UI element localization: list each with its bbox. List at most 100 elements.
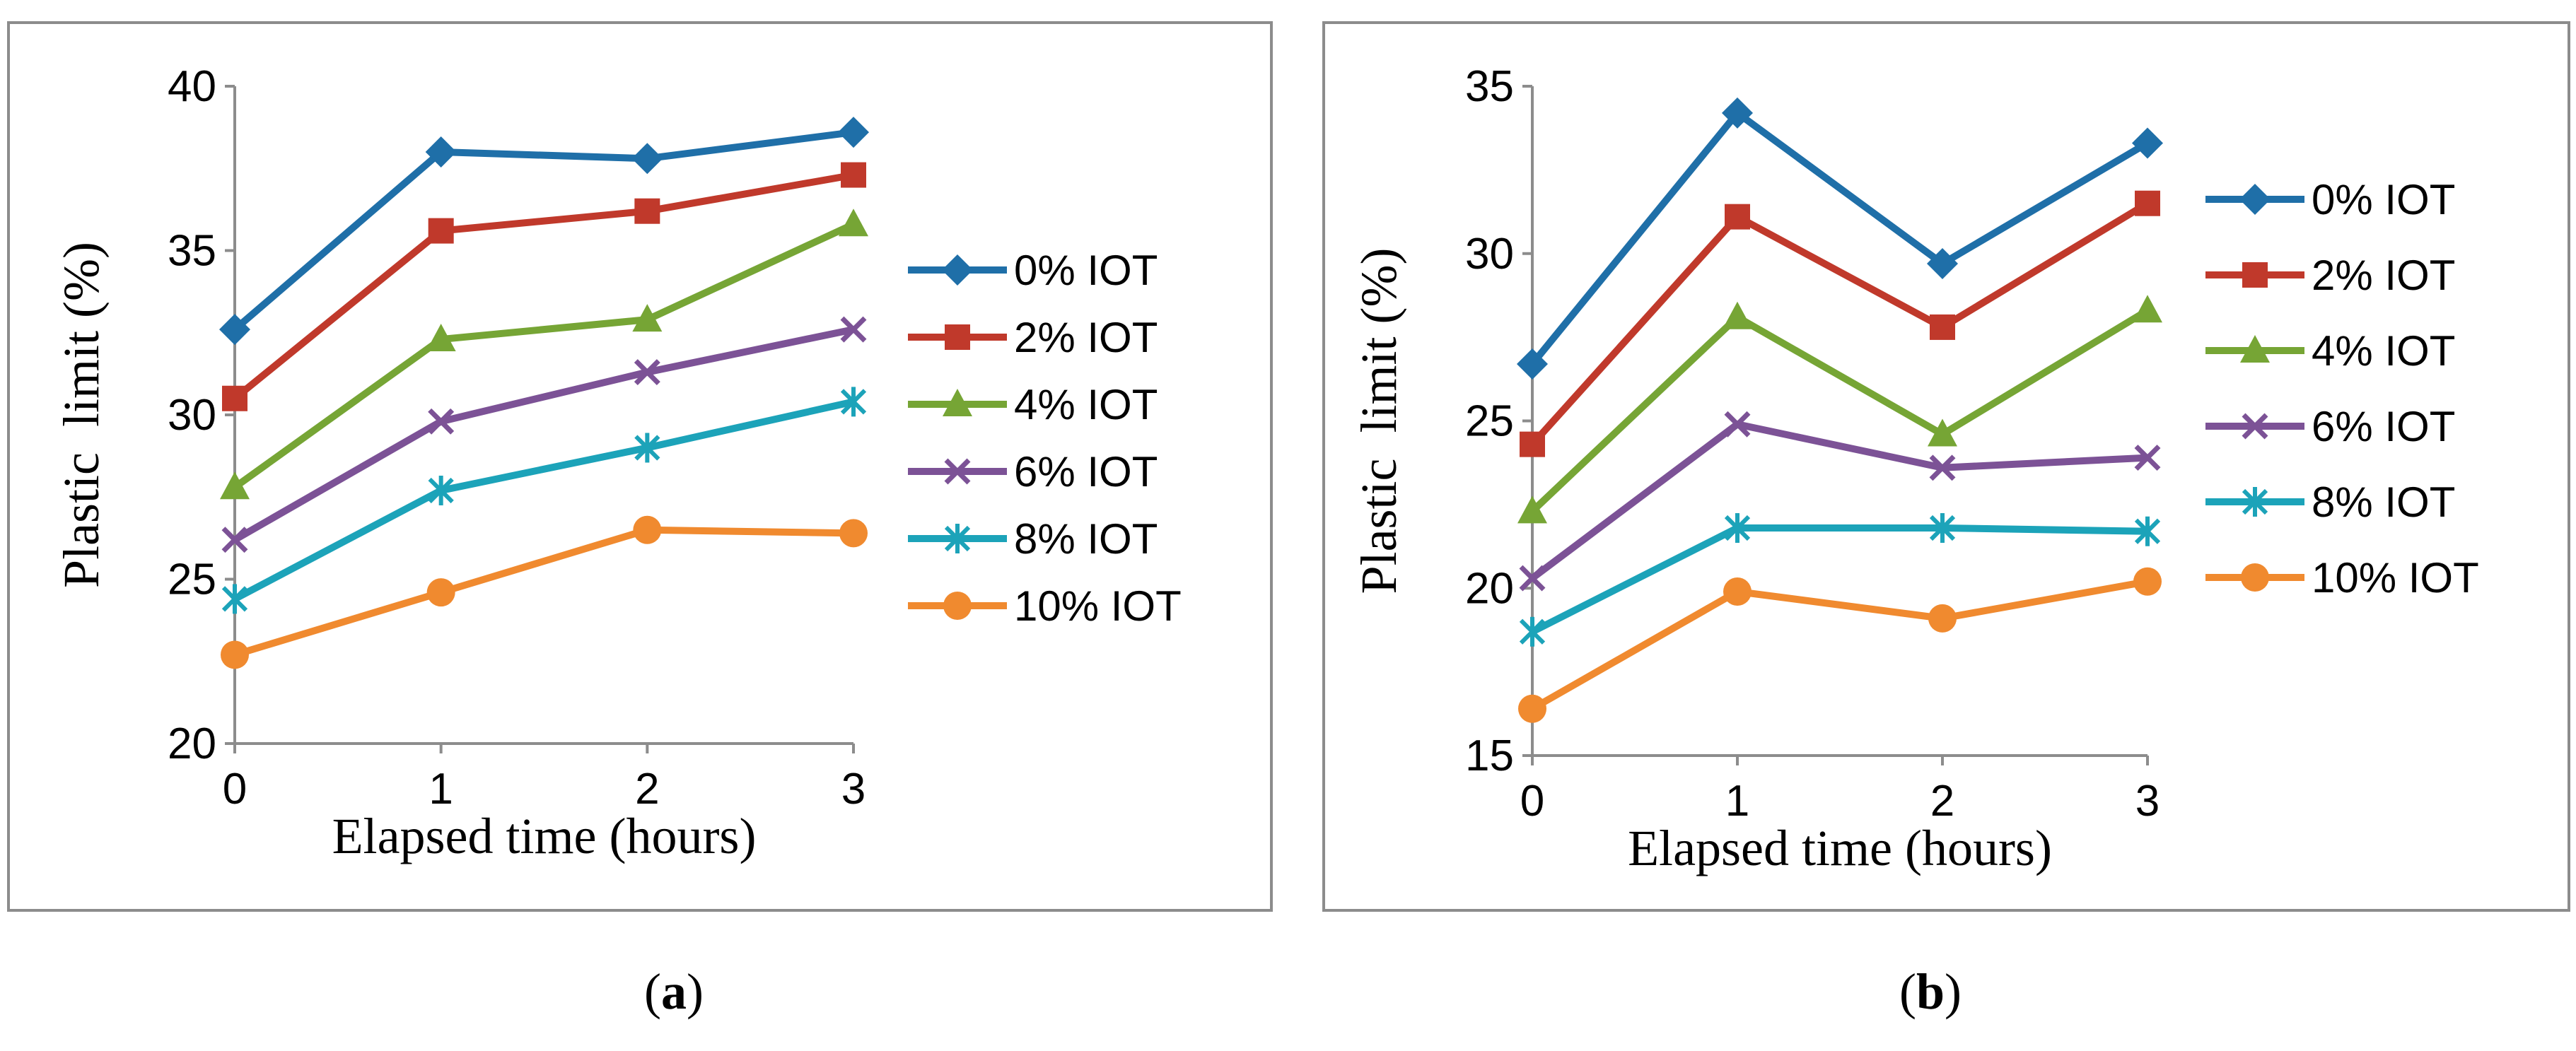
chart-a-legend-marker-3: [944, 458, 971, 485]
chart-b-series-4-point-0: [1519, 616, 1546, 647]
chart-b-series-3-point-0-stroke-2: [1519, 565, 1546, 592]
chart-b-legend-label-2: 4% IOT: [2312, 327, 2455, 375]
chart-a-series-1-point-2: [634, 198, 660, 224]
chart-b-x-tick-label-0: 0: [1520, 777, 1544, 826]
chart-b-series-1-point-1: [1725, 204, 1750, 230]
chart-a-svg: 20 25 30 35 40 0 1 2 3 Elapsed time (hours) Plasti…: [53, 62, 1182, 864]
chart-b-series-3: [1519, 411, 2161, 592]
chart-a-legend-item-3: 6% IOT: [908, 448, 1158, 495]
chart-b-series-0-point-1: [1722, 97, 1753, 129]
chart-a-series-5-point-0: [221, 640, 249, 669]
caption-a: (a): [644, 963, 704, 1020]
chart-a-legend-label-4: 8% IOT: [1014, 515, 1158, 563]
chart-b-legend-marker-4: [2242, 487, 2268, 517]
chart-b-series-3-point-1: [1724, 411, 1751, 438]
chart-a-series-2-point-3: [839, 209, 868, 237]
chart-b-series-line-1: [1529, 200, 2150, 447]
chart-b-series-5-point-0: [1518, 694, 1546, 723]
chart-b-series-0: [1517, 97, 2163, 380]
chart-a-legend-marker-3-stroke-2: [944, 458, 971, 485]
chart-b-x-tick-label-3: 3: [2135, 777, 2160, 826]
chart-a-legend-label-2: 4% IOT: [1014, 381, 1158, 428]
chart-b-series-line-0: [1529, 109, 2150, 367]
chart-panel-b: 15 20 25 30 35 0 1 2 3 Elapsed time (hours) Plasti…: [1322, 21, 2570, 912]
chart-b-legend-marker-1: [2242, 262, 2268, 288]
chart-b-legend-marker-5: [2241, 563, 2269, 592]
chart-a-series-line-3: [233, 326, 855, 544]
chart-b-series-3-point-3: [2134, 445, 2161, 471]
chart-a-series-0-point-2: [631, 143, 663, 175]
chart-a-legend-marker-2: [943, 389, 972, 416]
chart-b-series-4-point-3: [2134, 516, 2161, 546]
chart-a-legend-marker-1: [945, 324, 970, 350]
chart-b-series-1: [1520, 190, 2160, 457]
chart-a-legend-item-2: 4% IOT: [908, 381, 1158, 428]
chart-a-series-2-point-0: [220, 471, 250, 500]
chart-a-legend-label-5: 10% IOT: [1014, 582, 1182, 630]
chart-a-series-1-point-0: [222, 385, 247, 411]
chart-b-legend-item-3: 6% IOT: [2205, 403, 2455, 450]
chart-a-series-line-1: [232, 171, 854, 401]
chart-a-y-tick-label-20: 20: [168, 720, 216, 768]
chart-b-legend-item-1: 2% IOT: [2205, 252, 2455, 299]
chart-b-legend-item-4: 8% IOT: [2205, 478, 2455, 526]
chart-a-legend-marker-5: [943, 592, 972, 620]
chart-a-legend-item-5: 10% IOT: [908, 582, 1182, 630]
chart-b-y-tick-label-20: 20: [1465, 564, 1514, 613]
chart-b-series-line-4: [1530, 524, 2148, 635]
chart-a-series-4-point-3: [840, 387, 867, 417]
chart-a-series-line-2: [233, 221, 856, 491]
chart-a-series-3-point-3: [840, 316, 867, 343]
chart-b-svg: 15 20 25 30 35 0 1 2 3 Elapsed time (hours) Plasti…: [1351, 62, 2479, 876]
chart-a-series-2-point-1: [426, 324, 456, 352]
chart-b-series-1-point-0: [1520, 431, 1545, 457]
chart-a-series-3-point-1-stroke-2: [428, 408, 455, 435]
chart-a-series-5-point-1: [426, 578, 455, 607]
chart-b-series-2-point-2: [1928, 418, 1957, 447]
chart-b-series-1-point-3: [2135, 190, 2160, 216]
chart-a-series-5-point-3: [839, 519, 868, 548]
chart-a-series-4-point-1: [428, 475, 454, 505]
chart-a-x-tick-label-1: 1: [429, 765, 453, 814]
chart-b-y-tick-label-30: 30: [1465, 230, 1514, 278]
caption-a-label: a: [661, 963, 687, 1020]
chart-b-series-line-5: [1530, 577, 2148, 712]
chart-b-series-line-2: [1529, 307, 2150, 514]
chart-a-legend-item-1: 2% IOT: [908, 314, 1158, 361]
chart-b-x-tick-label-1: 1: [1725, 777, 1749, 826]
chart-a-x-tick-label-0: 0: [223, 765, 247, 814]
chart-a-series-1-point-3: [841, 162, 866, 188]
chart-a-legend-marker-0: [942, 254, 973, 286]
chart-b-series-5-point-2: [1928, 604, 1957, 633]
chart-a-series-2: [220, 209, 868, 500]
chart-a-series-3-point-2: [634, 359, 660, 386]
chart-a-y-tick-label-25: 25: [168, 556, 216, 604]
chart-b-y-tick-label-35: 35: [1465, 62, 1514, 111]
chart-a-legend-label-1: 2% IOT: [1014, 314, 1158, 361]
chart-a-series-1: [222, 162, 866, 411]
chart-b-series-3-point-0: [1519, 565, 1546, 592]
chart-b-legend-label-0: 0% IOT: [2312, 176, 2455, 223]
chart-b-legend-label-5: 10% IOT: [2312, 554, 2479, 601]
chart-b-series-0-point-2: [1927, 247, 1958, 279]
chart-b-y-axis-title: Plastic limit (%): [1351, 248, 1407, 594]
chart-b-y-tick-label-25: 25: [1465, 397, 1514, 446]
chart-a-x-tick-label-3: 3: [841, 765, 866, 814]
chart-b-legend-label-3: 6% IOT: [2312, 403, 2455, 450]
chart-b-series-4: [1519, 513, 2161, 647]
chart-b-series-5-point-3: [2133, 567, 2162, 596]
chart-b-legend-label-4: 8% IOT: [2312, 478, 2455, 526]
chart-a-series-3-point-0-stroke-2: [221, 527, 248, 553]
chart-b-legend-label-1: 2% IOT: [2312, 252, 2455, 299]
chart-a-series-3: [221, 316, 867, 553]
chart-b-series-2-point-1: [1723, 301, 1752, 329]
chart-a-legend-marker-4: [944, 524, 971, 553]
chart-a-series-line-0: [232, 129, 854, 332]
chart-a-series-0-point-3: [838, 117, 869, 148]
chart-b-y-tick-label-15: 15: [1465, 732, 1514, 780]
chart-b-legend-item-0: 0% IOT: [2205, 176, 2455, 223]
chart-a-series-1-point-1: [428, 218, 454, 244]
chart-a-y-tick-label-35: 35: [168, 227, 216, 276]
chart-b-series-3-point-2: [1929, 454, 1956, 481]
chart-a-series-3-point-0: [221, 527, 248, 553]
